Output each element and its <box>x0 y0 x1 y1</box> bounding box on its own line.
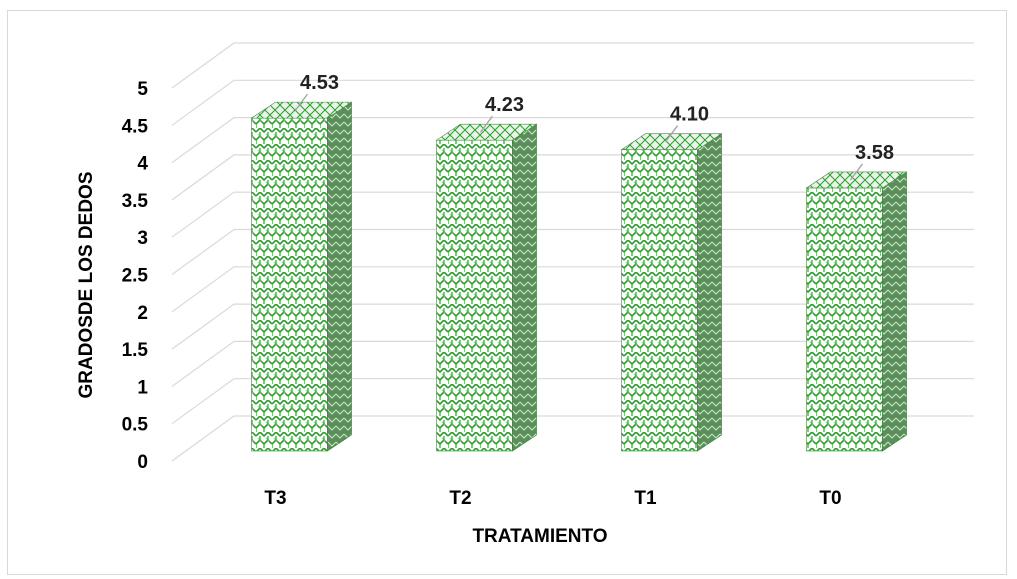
gridline <box>171 266 974 313</box>
x-category-label: T2 <box>449 488 471 509</box>
bar <box>251 117 328 452</box>
y-axis-title: GRADOSDE LOS DEDOS <box>76 172 97 399</box>
gridline <box>171 42 974 89</box>
x-category-label: T3 <box>264 488 286 509</box>
gridlines <box>171 42 974 462</box>
bar <box>436 139 513 452</box>
y-tick-label: 0 <box>137 452 148 473</box>
y-tick-label: 5 <box>137 79 148 100</box>
data-labels: 4.53 4.23 4.10 3.58 <box>294 72 894 181</box>
y-tick-labels: 0 0.5 1 1.5 2 2.5 3 3.5 4 4.5 5 <box>122 79 149 473</box>
y-tick-label: 4 <box>137 154 148 175</box>
leader-line <box>664 125 679 143</box>
bar-top <box>435 123 538 141</box>
bar-group <box>805 171 908 452</box>
gridline <box>171 303 974 350</box>
x-axis-title: TRATAMIENTO <box>472 526 607 547</box>
y-tick-label: 2.5 <box>122 266 149 287</box>
gridline <box>171 154 974 201</box>
bar-top <box>250 101 353 119</box>
x-category-labels: T3 T2 T1 T0 <box>264 488 841 509</box>
bar-group <box>620 133 723 452</box>
gridline <box>171 79 974 126</box>
bar-side <box>512 123 537 452</box>
y-tick-label: 4.5 <box>122 116 149 137</box>
leader-line <box>294 93 309 111</box>
y-tick-label: 3.5 <box>122 191 149 212</box>
gridline <box>171 378 974 425</box>
gridline <box>171 117 974 164</box>
bar-side <box>327 101 352 452</box>
bars <box>250 101 908 452</box>
bar-top <box>805 171 908 189</box>
gridline <box>171 191 974 238</box>
data-label: 4.10 <box>670 104 709 126</box>
data-label: 4.23 <box>485 94 524 116</box>
x-category-label: T1 <box>634 488 657 509</box>
gridline <box>171 415 974 462</box>
leader-line <box>849 163 864 181</box>
bar-side <box>697 133 722 452</box>
gridline <box>171 228 974 275</box>
data-label: 4.53 <box>300 72 339 94</box>
bar-group <box>250 101 353 452</box>
y-tick-label: 0.5 <box>122 415 149 436</box>
bar <box>621 149 698 452</box>
leader-line <box>479 115 494 133</box>
gridline <box>171 340 974 387</box>
data-label: 3.58 <box>855 142 894 164</box>
bar-side <box>882 171 907 452</box>
y-tick-label: 1 <box>137 377 148 398</box>
bar-top <box>620 133 723 151</box>
bar-group <box>435 123 538 452</box>
y-tick-label: 1.5 <box>122 340 149 361</box>
y-tick-label: 2 <box>137 303 148 324</box>
y-tick-label: 3 <box>137 228 148 249</box>
x-category-label: T0 <box>819 488 841 509</box>
bar <box>806 187 883 452</box>
